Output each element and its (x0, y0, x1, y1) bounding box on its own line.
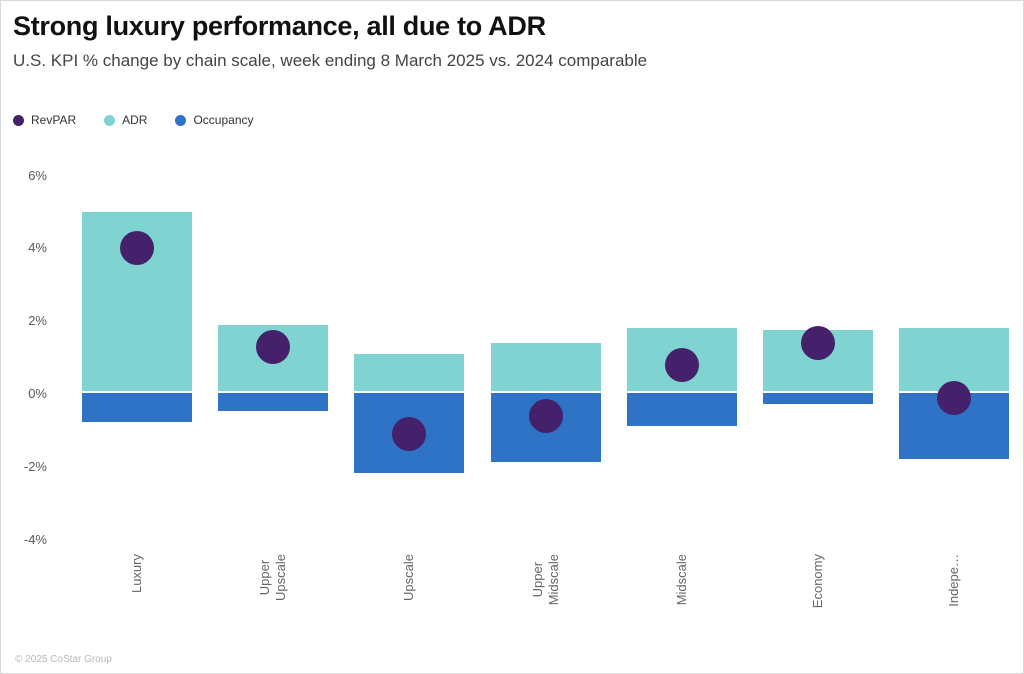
legend-item-occupancy[interactable]: Occupancy (175, 113, 254, 127)
y-axis-tick: 0% (28, 386, 47, 401)
adr-bar (354, 353, 465, 391)
occupancy-bar (626, 393, 737, 426)
x-axis-category-label: Midscale (673, 554, 689, 606)
legend-label-revpar: RevPAR (31, 113, 77, 127)
revpar-dot (392, 417, 427, 452)
y-axis-tick: 2% (28, 313, 47, 329)
adr-bar (899, 328, 1010, 391)
revpar-dot (664, 347, 699, 382)
occupancy-bar (763, 393, 873, 404)
legend-label-occupancy: Occupancy (193, 113, 254, 127)
revpar-dot (256, 329, 291, 364)
y-axis-tick: 6% (28, 167, 47, 183)
occupancy-bar (82, 393, 192, 423)
x-axis-category-label: Upper Midscale (529, 554, 561, 606)
x-axis-category-label: Upscale (401, 554, 417, 601)
revpar-dot (528, 398, 563, 433)
y-axis-tick: -2% (23, 458, 47, 474)
legend-label-adr: ADR (122, 113, 148, 127)
occupancy-legend-dot-icon (175, 114, 187, 126)
revpar-legend-dot-icon (13, 114, 24, 126)
legend: RevPAR ADR Occupancy (13, 113, 254, 127)
chart-subtitle: U.S. KPI % change by chain scale, week e… (13, 51, 648, 70)
revpar-dot (120, 231, 154, 266)
x-axis-category-label: Upper Upscale (257, 554, 289, 601)
occupancy-bar (218, 393, 329, 412)
revpar-dot (801, 326, 835, 361)
x-axis-category-label: Luxury (129, 554, 144, 594)
legend-item-revpar[interactable]: RevPAR (13, 113, 76, 127)
y-axis-tick: -4% (23, 531, 47, 547)
x-axis-category-label: Indepe… (946, 554, 962, 607)
adr-legend-dot-icon (104, 114, 116, 126)
copyright-text: © 2025 CoStar Group (15, 654, 112, 665)
chart-title: Strong luxury performance, all due to AD… (13, 11, 546, 41)
x-axis-category-label: Economy (810, 554, 825, 609)
y-axis-tick: 4% (28, 240, 47, 256)
revpar-dot (937, 380, 972, 415)
legend-item-adr[interactable]: ADR (104, 113, 147, 127)
adr-bar (490, 343, 601, 391)
